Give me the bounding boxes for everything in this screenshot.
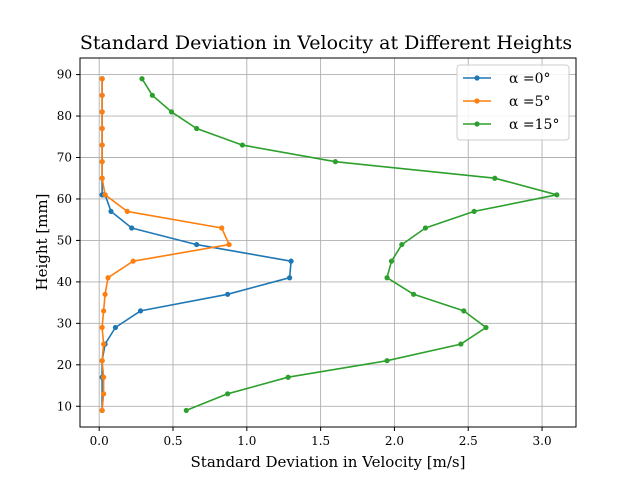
data-point [129, 225, 135, 231]
legend-marker [474, 75, 480, 81]
data-point [388, 258, 395, 264]
legend-marker [474, 98, 480, 104]
data-point [108, 208, 114, 215]
data-point [101, 374, 107, 380]
series-1 [99, 76, 232, 414]
data-point [101, 391, 107, 397]
data-point [99, 358, 105, 364]
y-tick-label: 30 [57, 316, 72, 330]
data-point [130, 258, 136, 264]
plot-area [99, 76, 560, 414]
y-tick-label: 10 [57, 399, 72, 413]
x-tick-label: 2.0 [385, 434, 404, 448]
data-point [101, 341, 107, 347]
data-point [471, 208, 477, 215]
y-tick-label: 20 [57, 358, 72, 372]
x-axis-label: Standard Deviation in Velocity [m/s] [191, 453, 466, 471]
data-point [183, 407, 189, 414]
legend: α =0° α =5° α =15° [456, 64, 570, 141]
axes-frame [79, 57, 577, 428]
data-point [99, 175, 105, 181]
data-point [226, 241, 232, 248]
data-point [194, 125, 200, 132]
data-point [461, 308, 467, 314]
data-point [287, 275, 293, 281]
legend-label: α =15° [509, 117, 559, 133]
data-point [288, 258, 294, 264]
data-point [384, 358, 390, 364]
data-point [225, 391, 231, 397]
data-point [332, 159, 338, 165]
x-tick-label: 1.5 [311, 434, 330, 448]
legend-marker [474, 121, 480, 127]
data-point [102, 291, 108, 297]
data-point [492, 175, 498, 181]
x-tick-label: 0.5 [163, 434, 182, 448]
data-point [422, 225, 429, 231]
data-point [399, 241, 405, 248]
data-point [458, 341, 464, 347]
y-tick-label: 90 [57, 68, 72, 82]
data-point [168, 109, 175, 115]
y-axis-label: Height [mm] [33, 194, 51, 291]
data-point [219, 225, 225, 231]
data-point [239, 142, 245, 148]
data-point [139, 76, 145, 82]
x-tick-label: 1.0 [237, 434, 256, 448]
data-point [137, 308, 144, 314]
data-point [99, 407, 105, 414]
data-point [285, 374, 291, 380]
x-tick-label: 3.0 [533, 434, 552, 448]
data-point [99, 76, 105, 82]
x-tick-label: 2.5 [459, 434, 478, 448]
data-point [411, 291, 417, 297]
data-point [483, 324, 489, 331]
chart-title: Standard Deviation in Velocity at Differ… [80, 32, 572, 54]
data-point [124, 208, 130, 215]
series-line [101, 78, 230, 411]
legend-label: α =5° [509, 94, 551, 110]
y-tick-label: 70 [57, 151, 72, 165]
y-tick-label: 40 [57, 275, 72, 289]
data-point [194, 241, 200, 248]
data-point [99, 92, 105, 98]
data-point [99, 125, 105, 132]
data-point [102, 192, 108, 198]
y-tick-label: 80 [57, 109, 72, 123]
data-point [554, 192, 560, 198]
axis-ticks: 0.0 0.5 1.0 1.5 2.0 2.5 3.0 10 20 30 40 50 60 70 80 90 [57, 68, 552, 448]
data-point [105, 275, 111, 281]
legend-box [456, 64, 570, 141]
x-tick-label: 0.0 [90, 434, 109, 448]
data-point [99, 324, 105, 331]
data-point [99, 142, 105, 148]
data-point [99, 109, 105, 115]
data-point [225, 291, 231, 297]
series-2 [139, 76, 560, 414]
legend-label: α =0° [509, 71, 551, 87]
data-point [149, 92, 155, 98]
data-point [101, 308, 107, 314]
data-point [99, 159, 105, 165]
y-tick-label: 50 [57, 233, 72, 247]
data-point [112, 324, 119, 331]
data-point [384, 275, 390, 281]
y-tick-label: 60 [57, 192, 72, 206]
